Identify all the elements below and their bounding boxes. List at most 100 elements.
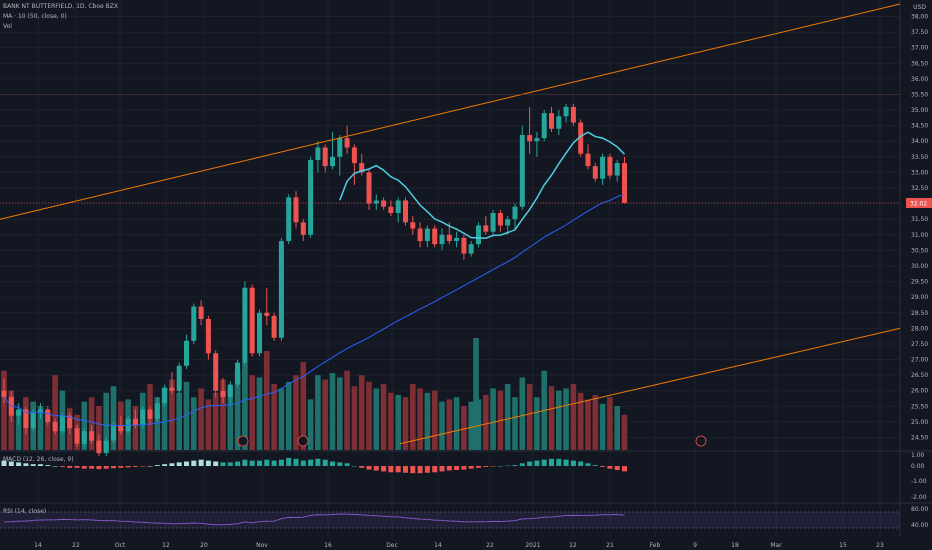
y-tick-label: 31.50 xyxy=(911,216,928,223)
candle-body xyxy=(373,200,379,204)
y-tick-label: 28.50 xyxy=(911,310,928,317)
candle-body xyxy=(432,228,438,245)
macd-bar xyxy=(220,462,226,466)
candle-body xyxy=(490,212,496,232)
volume-bar xyxy=(563,388,569,450)
macd-bar xyxy=(198,459,204,466)
macd-bar xyxy=(59,466,65,467)
candle-body xyxy=(74,428,80,444)
candle-body xyxy=(476,225,481,245)
macd-bar xyxy=(454,466,460,471)
candle-body xyxy=(527,134,533,142)
earnings-marker xyxy=(695,435,707,447)
candle-body xyxy=(446,234,452,242)
candle-body xyxy=(344,138,350,148)
volume-bar xyxy=(110,386,117,450)
macd-y-label: 0.00 xyxy=(911,463,925,470)
candle-body xyxy=(45,409,51,422)
volume-bar xyxy=(45,410,51,450)
volume-bar xyxy=(570,384,577,450)
candle-body xyxy=(505,219,511,226)
candle-body xyxy=(607,156,613,176)
volume-bar xyxy=(402,397,409,450)
macd-y-label: -2.00 xyxy=(911,494,927,501)
candle-body xyxy=(257,312,262,354)
macd-bar xyxy=(351,466,357,467)
volume-bar xyxy=(373,388,380,450)
macd-bar xyxy=(600,466,606,467)
macd-bar xyxy=(125,466,131,468)
macd-bar xyxy=(249,460,255,466)
macd-bar xyxy=(403,466,408,473)
y-tick-label: 34.50 xyxy=(911,123,928,130)
volume-bar xyxy=(191,397,197,450)
candle-body xyxy=(337,138,343,157)
macd-bar xyxy=(140,466,146,467)
candle-body xyxy=(30,412,36,429)
currency-label: USD xyxy=(913,4,926,11)
y-tick-label: 25.50 xyxy=(911,403,928,410)
x-tick-label: Oct xyxy=(115,542,126,549)
y-tick-label: 29.00 xyxy=(911,294,928,301)
volume-bar xyxy=(1,370,7,450)
candle-body xyxy=(242,287,248,363)
x-tick-label: 2021 xyxy=(525,542,540,549)
volume-bar xyxy=(271,384,277,450)
ma-slow-line xyxy=(3,193,625,427)
y-tick-label: 29.50 xyxy=(911,279,928,286)
candle-body xyxy=(162,387,168,404)
volume-bar xyxy=(519,377,526,450)
volume-bar xyxy=(242,362,248,450)
macd-bar xyxy=(111,466,116,469)
macd-bar xyxy=(578,461,584,466)
candle-body xyxy=(81,431,87,444)
candle-body xyxy=(278,241,284,338)
candle-body xyxy=(585,153,591,167)
candle-body xyxy=(103,440,109,454)
y-tick-label: 35.50 xyxy=(911,91,928,98)
candle-body xyxy=(614,163,620,176)
volume-bar xyxy=(446,399,453,450)
rsi-band xyxy=(0,512,900,528)
volume-bar xyxy=(344,370,350,450)
macd-bar xyxy=(417,466,423,474)
y-tick-label: 32.50 xyxy=(911,185,928,192)
candle-body xyxy=(388,206,394,213)
candle-body xyxy=(497,212,503,226)
volume-bar xyxy=(293,375,299,450)
volume-bar xyxy=(424,392,431,450)
candle-body xyxy=(351,147,357,164)
volume-bar xyxy=(220,379,226,450)
candle-body xyxy=(300,222,306,235)
macd-bar xyxy=(169,463,175,466)
macd-bar xyxy=(278,459,284,466)
candle-body xyxy=(395,200,401,213)
ma-legend: MA · 10 (50, close, 0) xyxy=(3,13,67,20)
volume-bar xyxy=(395,395,401,450)
y-tick-label: 26.50 xyxy=(911,372,928,379)
macd-bar xyxy=(8,461,14,466)
macd-bar xyxy=(446,466,452,471)
rsi-pane xyxy=(0,511,900,529)
grid-lines xyxy=(0,0,932,537)
volume-bar xyxy=(278,388,285,450)
volume-bar xyxy=(256,377,263,450)
volume-bar xyxy=(526,384,533,450)
candle-body xyxy=(563,106,569,117)
candle-body xyxy=(96,440,102,454)
macd-bar xyxy=(286,457,292,466)
volume-bar xyxy=(358,375,365,450)
candle-body xyxy=(359,163,365,173)
volume-bar xyxy=(315,375,321,450)
x-tick-label: 18 xyxy=(731,542,739,549)
x-tick-label: 9 xyxy=(693,542,697,549)
volume-bar xyxy=(490,388,496,450)
volume-bar xyxy=(534,397,540,450)
candle-body xyxy=(592,166,598,179)
y-tick-label: 27.00 xyxy=(911,357,928,364)
candle-body xyxy=(176,365,182,391)
vol-legend: Vol xyxy=(3,23,12,30)
volume-bar xyxy=(337,377,343,450)
candle-body xyxy=(169,387,175,391)
